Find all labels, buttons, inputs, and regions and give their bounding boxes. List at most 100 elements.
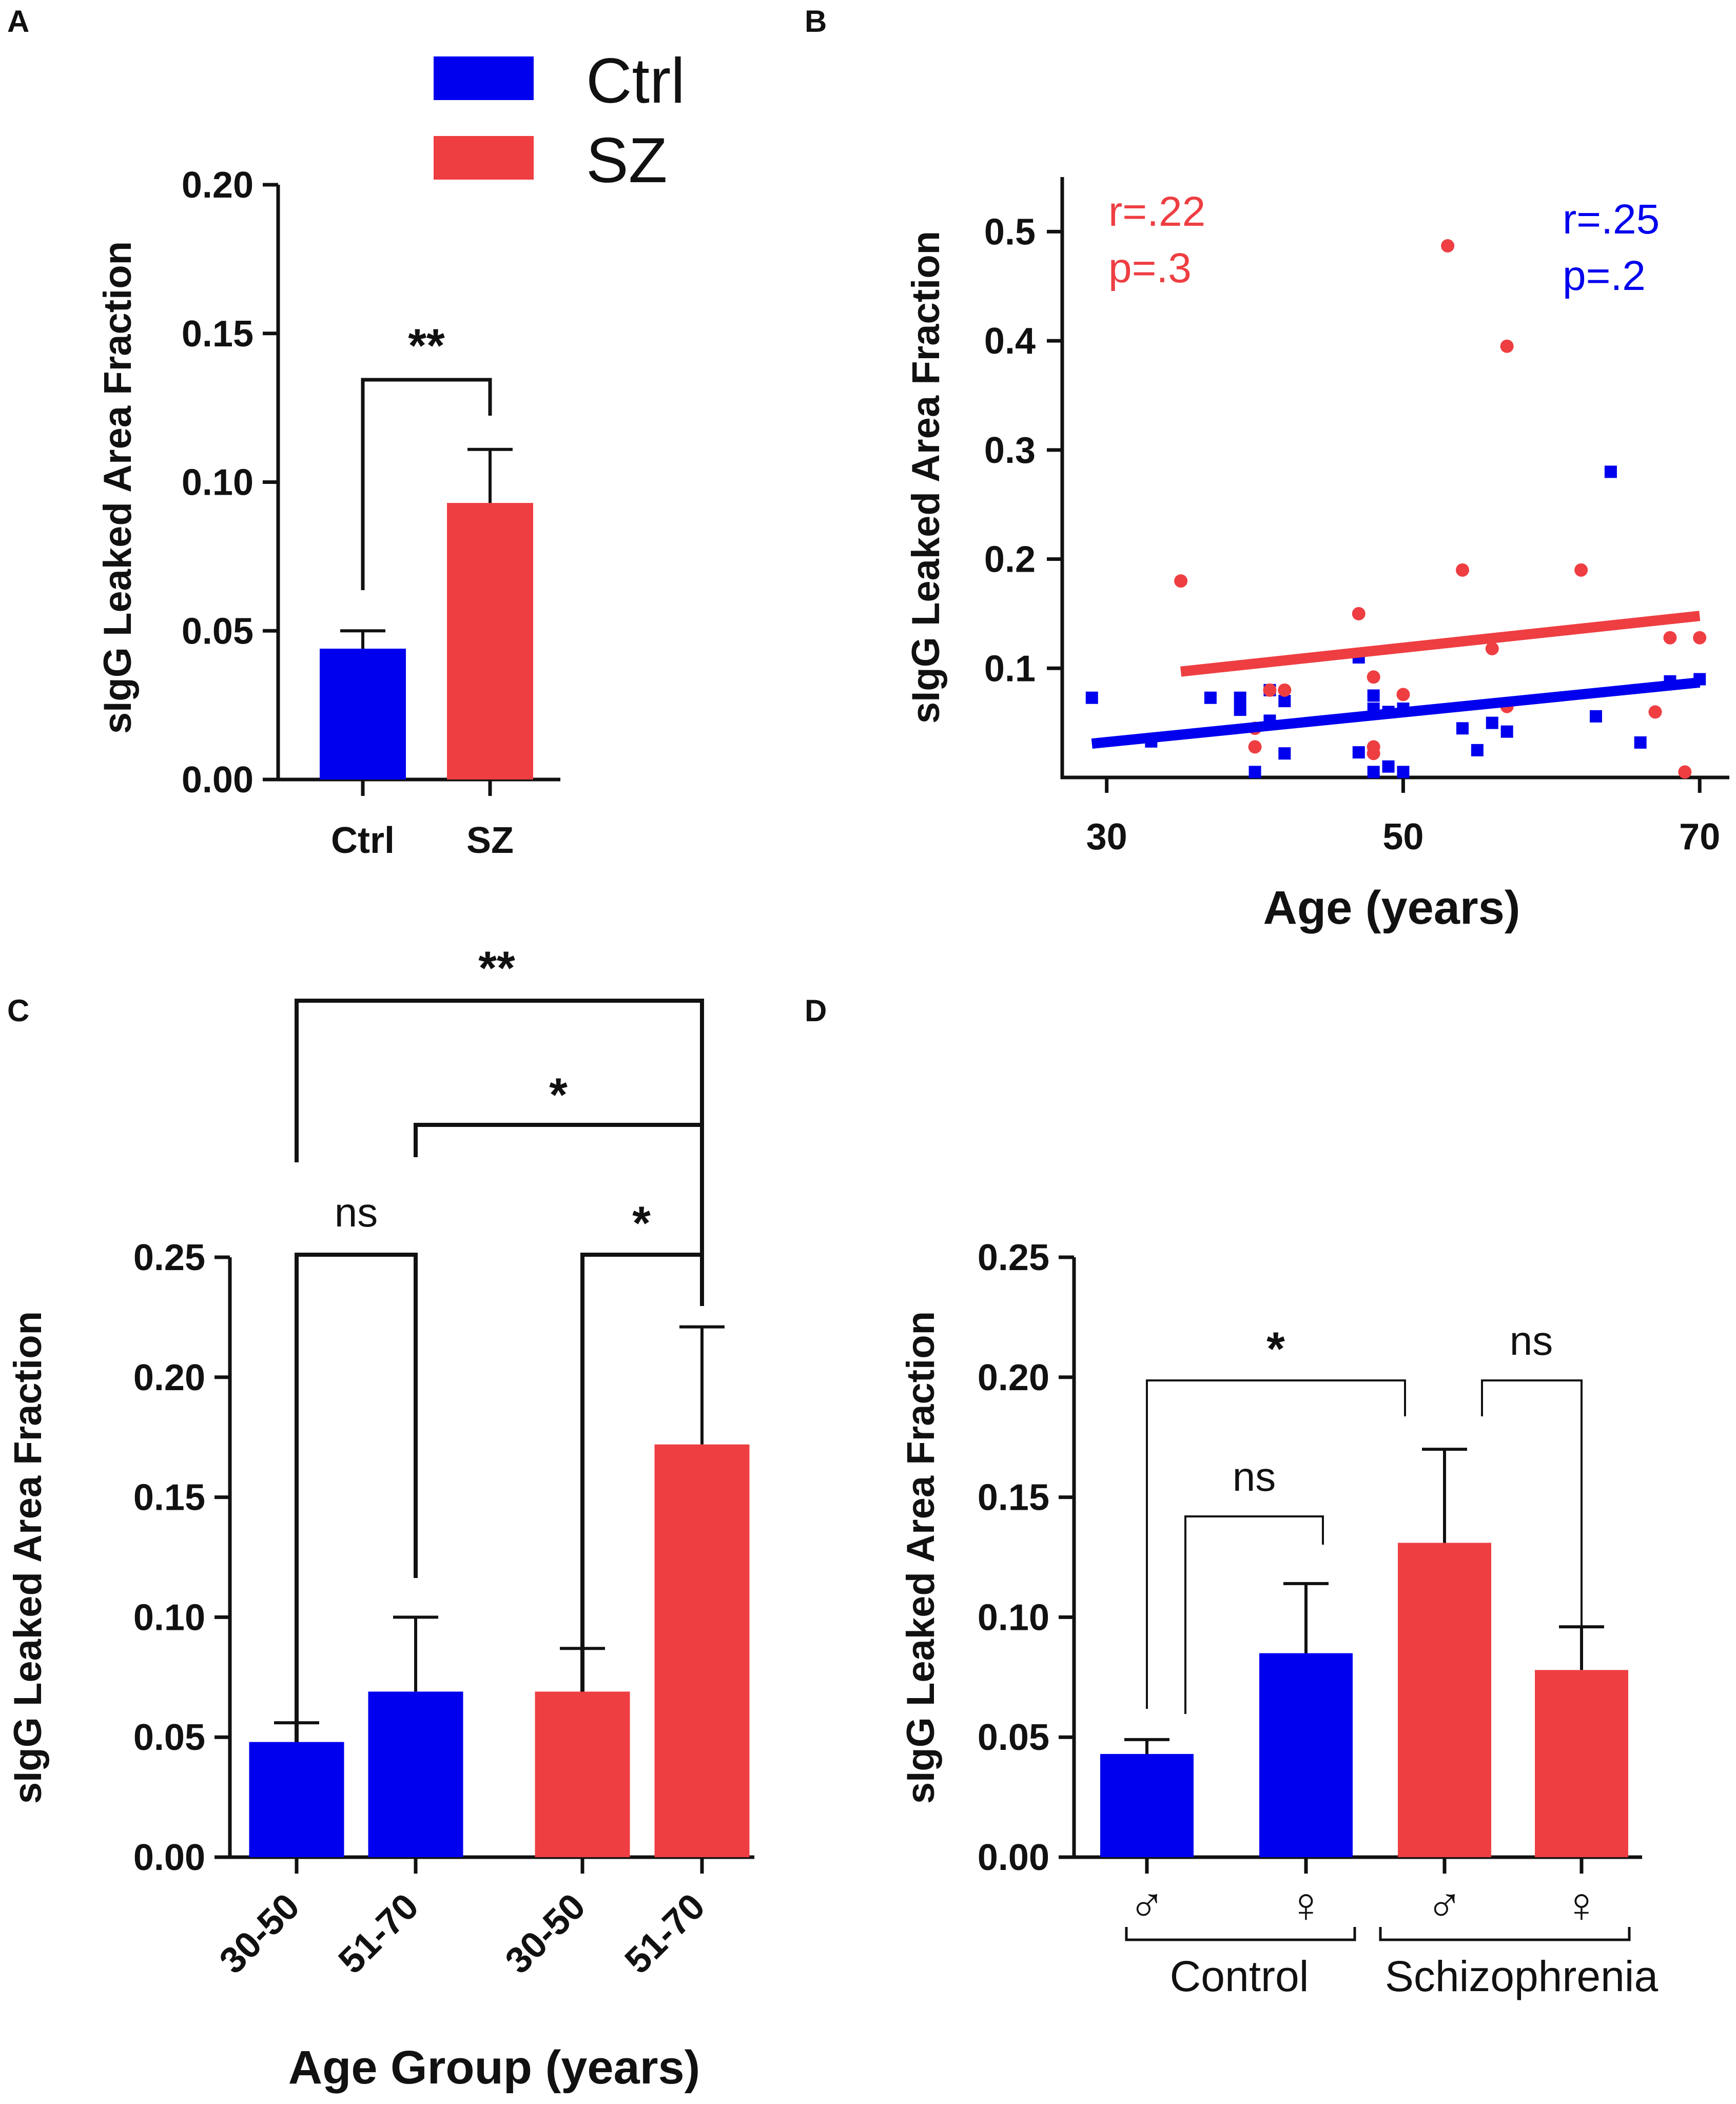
y-tick-label: 0.25: [133, 1237, 205, 1278]
scatter-point-ctrl: [1085, 691, 1098, 704]
panel-letter-a: A: [7, 4, 29, 38]
legend-label-ctrl: Ctrl: [586, 46, 685, 116]
legend-swatch-ctrl: [434, 56, 534, 100]
significance-label-overall: **: [478, 942, 515, 995]
panel-d-bar-chart: 0.00 0.05 0.10 0.15 0.20 0.25 ♂ ♀ ♂ ♀ Co…: [899, 1237, 1658, 2000]
significance-bracket-overall: [295, 999, 704, 1162]
bar: [1100, 1754, 1194, 1857]
ctrl-correlation-r: r=.25: [1563, 196, 1660, 243]
significance-label-control: ns: [1233, 1454, 1276, 1499]
y-tick-label: 0.15: [182, 314, 253, 355]
y-tick-label: 0.20: [133, 1357, 205, 1398]
y-tick-label: 0.1: [984, 648, 1036, 689]
bar: [249, 1742, 344, 1857]
y-tick-label: 0.05: [978, 1717, 1049, 1758]
bar: [654, 1444, 750, 1857]
axis-ticks: [214, 1255, 704, 1874]
panel-c-bar-chart: 0.00 0.05 0.10 0.15 0.20 0.25 30-50 51-7…: [6, 942, 754, 2094]
significance-bracket-old: [414, 1123, 704, 1255]
scatter-point-ctrl: [1249, 766, 1261, 778]
significance-label-sz: *: [632, 1197, 651, 1250]
scatter-point-ctrl: [1471, 744, 1484, 756]
x-tick-label-male: ♂: [1128, 1878, 1165, 1933]
group-label-schizophrenia: Schizophrenia: [1385, 1952, 1659, 2000]
y-tick-label: 0.2: [984, 539, 1036, 580]
x-tick-label: 30: [1086, 816, 1127, 858]
y-tick-label: 0.4: [984, 321, 1036, 362]
scatter-point-ctrl: [1382, 760, 1395, 773]
y-tick-label: 0.10: [978, 1597, 1049, 1638]
x-tick-label: 30-50: [212, 1886, 308, 1982]
ctrl-correlation-p: p=.2: [1563, 252, 1646, 299]
y-tick-label: 0.00: [182, 759, 253, 801]
bar: [320, 649, 406, 780]
significance-label-male: *: [1266, 1323, 1285, 1375]
scatter-point-sz: [1648, 705, 1662, 719]
scatter-point-ctrl: [1486, 716, 1498, 729]
significance-bracket-sz: [1481, 1379, 1583, 1663]
significance-bracket-control: [1184, 1515, 1324, 1714]
bar: [1259, 1653, 1353, 1857]
scatter-point-sz: [1367, 670, 1380, 684]
significance-label-ns: ns: [335, 1190, 378, 1235]
scatter-point-ctrl: [1204, 691, 1217, 704]
x-tick-label: 70: [1679, 816, 1720, 858]
significance-label: **: [408, 320, 445, 372]
regression-lines: [1091, 611, 1701, 749]
legend-label-sz: SZ: [586, 125, 667, 196]
y-tick-label: 0.10: [182, 462, 253, 503]
scatter-point-ctrl: [1456, 722, 1469, 735]
scatter-point-ctrl: [1352, 746, 1365, 759]
panel-letter-d: D: [805, 993, 827, 1028]
scatter-point-ctrl: [1278, 695, 1291, 708]
x-axis-title: Age Group (years): [288, 2041, 700, 2094]
scatter-point-sz: [1441, 239, 1455, 253]
x-tick-label: 50: [1382, 816, 1423, 858]
y-axis-title: sIgG Leaked Area Fraction: [904, 231, 948, 724]
y-axis-title: sIgG Leaked Area Fraction: [96, 241, 140, 734]
x-tick-label-female: ♀: [1563, 1878, 1600, 1933]
significance-bracket-sz: [580, 1253, 704, 1752]
significance-label-old: *: [549, 1069, 568, 1121]
regression-line-sz: [1180, 611, 1701, 677]
bar: [368, 1691, 463, 1857]
x-tick-label: Ctrl: [331, 820, 395, 861]
sz-correlation-r: r=.22: [1108, 188, 1205, 235]
legend-swatch-sz: [434, 136, 534, 180]
scatter-point-ctrl: [1234, 704, 1246, 716]
scatter-point-ctrl: [1604, 465, 1617, 478]
panel-letter-c: C: [7, 993, 29, 1028]
scatter-point-sz: [1396, 688, 1410, 702]
scatter-point-sz: [1485, 641, 1499, 655]
y-tick-label: 0.20: [978, 1357, 1049, 1398]
scatter-point-ctrl: [1367, 689, 1380, 702]
group-label-control: Control: [1170, 1952, 1309, 2000]
x-tick-label-male: ♂: [1426, 1878, 1463, 1933]
x-tick-label: 30-50: [498, 1886, 594, 1982]
y-tick-label: 0.15: [978, 1477, 1049, 1518]
scatter-point-sz: [1693, 631, 1707, 645]
bar: [447, 503, 533, 780]
scatter-point-ctrl: [1634, 736, 1647, 749]
x-axis-title: Age (years): [1263, 882, 1520, 934]
scatter-point-sz: [1352, 607, 1366, 620]
scatter-points: [1085, 239, 1707, 779]
scatter-point-sz: [1456, 563, 1469, 577]
significance-bracket-male: [1146, 1379, 1406, 1709]
y-tick-label: 0.5: [984, 211, 1036, 252]
scatter-point-sz: [1500, 339, 1514, 353]
significance-label-sz: ns: [1510, 1318, 1553, 1363]
regression-line-ctrl: [1091, 677, 1701, 749]
group-brace-control: [1125, 1927, 1356, 1941]
y-tick-label: 0.05: [182, 611, 253, 652]
scatter-point-ctrl: [1590, 710, 1602, 723]
y-axis-title: sIgG Leaked Area Fraction: [899, 1311, 943, 1804]
scatter-point-ctrl: [1397, 766, 1410, 778]
scatter-point-ctrl: [1234, 691, 1246, 704]
bar: [1535, 1670, 1628, 1857]
y-axis-ticks: [263, 183, 492, 796]
bar: [535, 1691, 630, 1857]
y-tick-label: 0.10: [133, 1597, 205, 1638]
significance-bracket: [361, 378, 492, 590]
y-axis-title: sIgG Leaked Area Fraction: [6, 1311, 50, 1804]
